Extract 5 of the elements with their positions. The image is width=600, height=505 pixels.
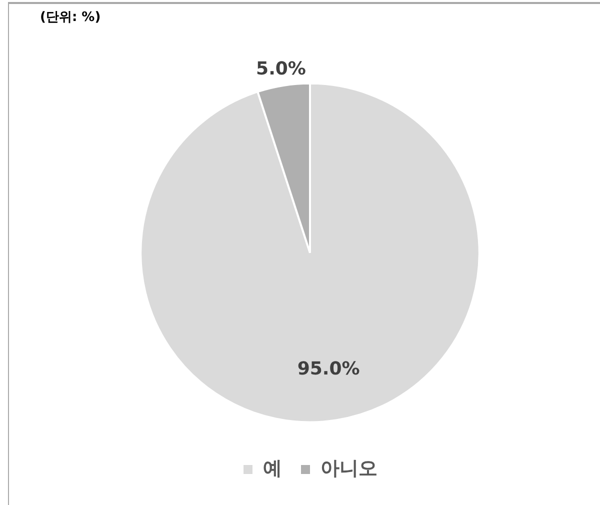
data-label: 95.0%	[297, 358, 360, 380]
data-label: 5.0%	[256, 58, 306, 80]
legend-label: 아니오	[320, 457, 378, 480]
chart-title: (단위: %)	[40, 10, 101, 26]
legend-label: 예	[263, 457, 282, 480]
